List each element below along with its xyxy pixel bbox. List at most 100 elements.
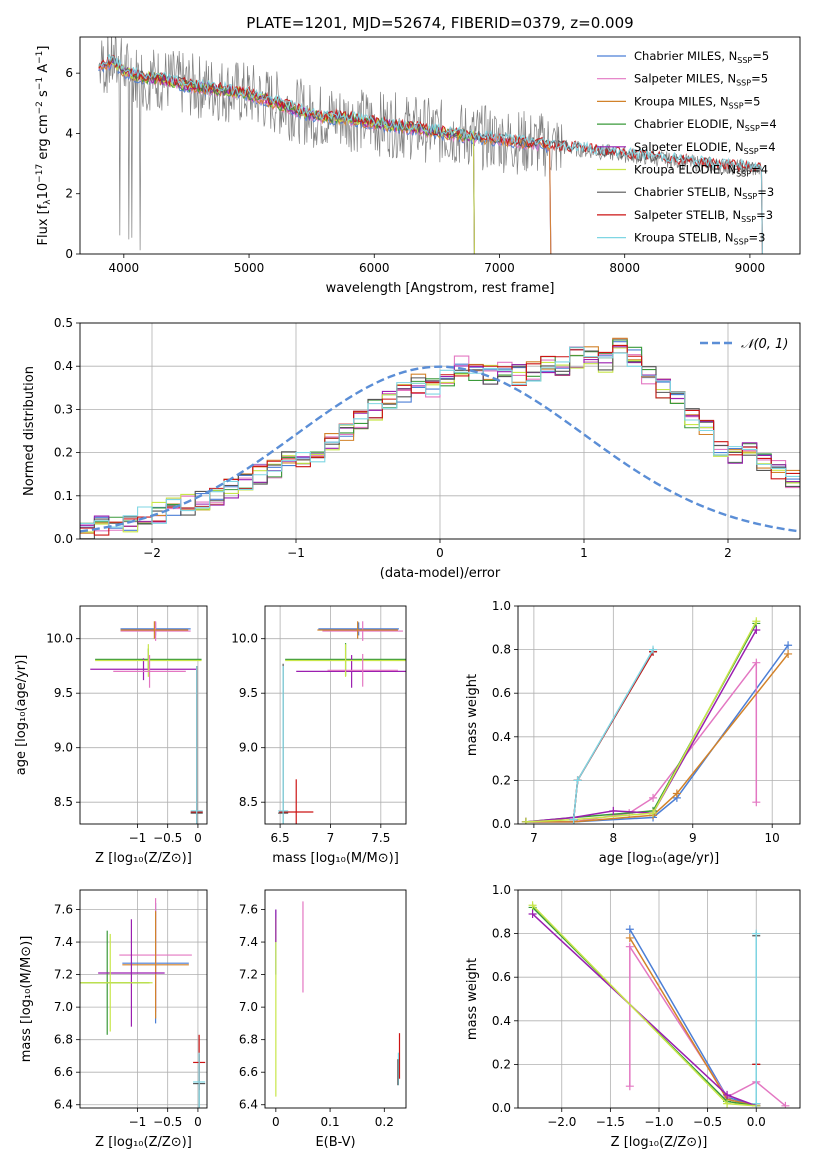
x-tick-label: −2.0 — [547, 1115, 576, 1129]
y-tick-label: 6.8 — [239, 1033, 258, 1047]
data-point — [609, 806, 618, 815]
panel-1: −2 −1 0 1 2 0.0 0.1 0.2 0.3 0.4 0.5 (data-model)/er… — [22, 316, 801, 581]
y-tick-label: 0.4 — [492, 1014, 511, 1028]
x-axis-label: mass [log₁₀(M/M⊙)] — [272, 851, 399, 866]
y-tick-label: 8.5 — [54, 795, 73, 809]
y-tick-label: 0.0 — [492, 1101, 511, 1115]
y-tick-label: 2 — [65, 187, 73, 201]
y-tick-label: 0 — [65, 247, 73, 261]
data-point — [752, 625, 761, 634]
axes-frame — [79, 889, 208, 1109]
panel-0: 4000 5000 6000 7000 8000 9000 0 2 4 6 wavelength [… — [35, 36, 801, 296]
data-point — [752, 658, 761, 667]
legend-label: Salpeter ELODIE, NSSP=4 — [634, 140, 776, 156]
histogram-step — [80, 346, 800, 528]
y-tick-label: 0.2 — [54, 446, 73, 460]
y-tick-label: 0.6 — [492, 686, 511, 700]
x-tick-label: 0.2 — [375, 1115, 394, 1129]
x-axis-label: age [log₁₀(age/yr)] — [599, 851, 720, 866]
legend-label: Salpeter STELIB, NSSP=3 — [634, 208, 773, 224]
x-tick-label: 9000 — [735, 261, 766, 275]
plot-area — [275, 901, 401, 1097]
series-line — [532, 906, 757, 1107]
y-tick-label: 1.0 — [492, 599, 511, 613]
plot-area — [90, 621, 203, 824]
model-spectrum-line — [98, 55, 763, 254]
y-tick-label: 0.5 — [54, 316, 73, 330]
data-point — [528, 901, 537, 910]
x-tick-label: 7 — [327, 831, 335, 845]
y-tick-label: 7.4 — [54, 935, 73, 949]
legend-label: Kroupa ELODIE, NSSP=4 — [634, 163, 768, 179]
legend-label: Salpeter MILES, NSSP=5 — [634, 72, 768, 88]
x-tick-label: −1 — [287, 546, 305, 560]
series-line — [525, 623, 757, 823]
y-tick-label: 8.5 — [239, 795, 258, 809]
y-tick-label: 0.4 — [54, 359, 73, 373]
y-tick-label: 0.3 — [54, 402, 73, 416]
y-tick-label: 1.0 — [492, 883, 511, 897]
plot-area — [98, 37, 763, 254]
legend-label: Chabrier ELODIE, NSSP=4 — [634, 117, 777, 133]
model-spectrum-line — [98, 57, 552, 254]
axes-frame — [264, 605, 407, 825]
y-tick-label: 9.5 — [54, 686, 73, 700]
data-point — [625, 942, 634, 951]
y-tick-label: 9.0 — [239, 741, 258, 755]
y-tick-label: 6.6 — [239, 1065, 258, 1079]
x-tick-label: 0 — [436, 546, 444, 560]
x-axis-label: (data-model)/error — [380, 566, 501, 581]
y-tick-label: 6.8 — [54, 1033, 73, 1047]
legend-label: Kroupa MILES, NSSP=5 — [634, 94, 760, 110]
data-point — [649, 645, 658, 654]
x-tick-label: 7.5 — [371, 831, 390, 845]
y-tick-label: 9.5 — [239, 686, 258, 700]
x-tick-label: 1 — [580, 546, 588, 560]
y-tick-label: 4 — [65, 126, 73, 140]
y-tick-label: 0.8 — [492, 927, 511, 941]
legend-label: Kroupa STELIB, NSSP=3 — [634, 231, 765, 247]
x-tick-label: 10 — [765, 831, 780, 845]
y-tick-label: 7.6 — [54, 903, 73, 917]
x-tick-label: 2 — [724, 546, 732, 560]
series-line — [629, 928, 757, 1107]
y-tick-label: 10.0 — [231, 632, 258, 646]
data-point — [784, 641, 793, 650]
y-axis-label: mass weight — [465, 958, 480, 1040]
y-tick-label: 9.0 — [54, 741, 73, 755]
y-tick-label: 0.8 — [492, 643, 511, 657]
data-point — [625, 933, 634, 942]
data-point — [752, 1099, 761, 1108]
plot-area — [80, 337, 800, 539]
y-tick-label: 0.4 — [492, 730, 511, 744]
x-axis-label: Z [log₁₀(Z/Z⊙)] — [95, 1135, 192, 1150]
series-line — [532, 904, 757, 1107]
y-tick-label: 0.0 — [54, 532, 73, 546]
x-tick-label: −1.5 — [596, 1115, 625, 1129]
data-point — [521, 817, 530, 824]
x-tick-label: −0.5 — [153, 1115, 182, 1129]
data-point — [625, 1082, 634, 1091]
x-tick-label: 9 — [689, 831, 697, 845]
model-spectrum-line — [98, 56, 552, 254]
y-tick-label: 6 — [65, 66, 73, 80]
x-axis-label: Z [log₁₀(Z/Z⊙)] — [95, 851, 192, 866]
x-tick-label: −1.0 — [644, 1115, 673, 1129]
legend-label: Chabrier STELIB, NSSP=3 — [634, 185, 774, 201]
panel-5: −1 −0.5 0 6.4 6.6 6.8 7.0 7.2 7.4 7.6 Z [log₁₀(Z/Z… — [19, 889, 208, 1150]
legend-label: Chabrier MILES, NSSP=5 — [634, 49, 769, 65]
x-tick-label: 0 — [272, 1115, 280, 1129]
data-point — [723, 1099, 732, 1108]
y-tick-label: 6.4 — [54, 1098, 73, 1112]
observed-spectrum-line — [98, 37, 763, 251]
axes-frame — [79, 36, 801, 255]
y-tick-label: 7.6 — [239, 903, 258, 917]
y-axis-label: Normed distribution — [22, 366, 37, 496]
x-tick-label: −0.5 — [153, 831, 182, 845]
x-tick-label: −2 — [143, 546, 161, 560]
y-axis-label: age [log₁₀(age/yr)] — [14, 655, 29, 776]
panel-3: 6.5 7 7.5 8.5 9.0 9.5 10.0 mass [log₁₀(M/M⊙)] — [231, 605, 407, 866]
figure-title: PLATE=1201, MJD=52674, FIBERID=0379, z=0… — [246, 14, 633, 32]
